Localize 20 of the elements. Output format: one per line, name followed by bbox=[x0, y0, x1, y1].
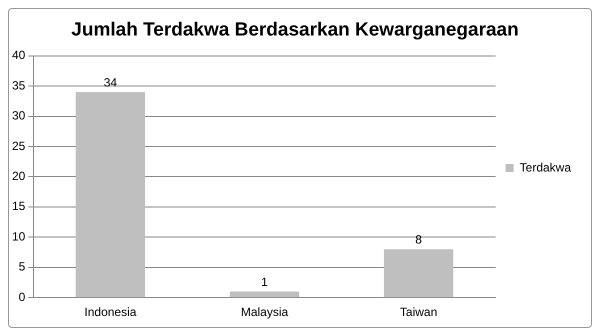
data-label: 1 bbox=[261, 274, 268, 289]
y-tick-label: 40 bbox=[12, 48, 26, 62]
bar bbox=[76, 92, 146, 298]
bar bbox=[230, 292, 300, 298]
y-tick-label: 5 bbox=[18, 260, 26, 274]
y-tick-label: 35 bbox=[12, 78, 26, 92]
y-tick-label: 0 bbox=[18, 290, 26, 304]
y-tick-label: 15 bbox=[12, 199, 26, 214]
y-tick-label: 25 bbox=[12, 138, 26, 153]
bar bbox=[384, 249, 454, 298]
x-tick-label: Malaysia bbox=[240, 305, 288, 320]
y-tick-label: 10 bbox=[12, 229, 26, 244]
data-label: 8 bbox=[415, 232, 422, 247]
data-label: 34 bbox=[104, 75, 118, 90]
x-tick-label: Indonesia bbox=[84, 305, 137, 320]
legend-label: Terdakwa bbox=[520, 160, 572, 174]
y-tick-label: 20 bbox=[12, 169, 26, 184]
y-tick-label: 30 bbox=[12, 108, 26, 123]
chart-title: Jumlah Terdakwa Berdasarkan Kewarganegaraan bbox=[71, 20, 519, 41]
x-tick-label: Taiwan bbox=[400, 305, 438, 320]
